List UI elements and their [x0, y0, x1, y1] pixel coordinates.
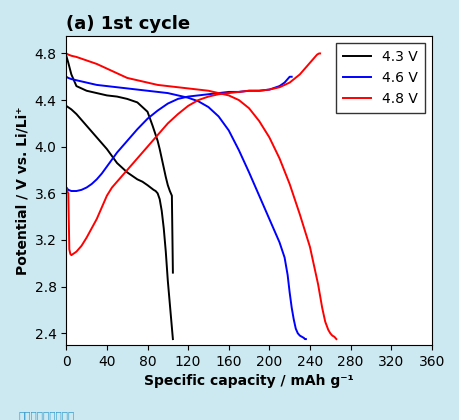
Text: (a) 1st cycle: (a) 1st cycle — [66, 15, 190, 33]
Y-axis label: Potential / V vs. Li/Li⁺: Potential / V vs. Li/Li⁺ — [15, 106, 29, 275]
X-axis label: Specific capacity / mAh g⁻¹: Specific capacity / mAh g⁻¹ — [144, 374, 353, 388]
Text: 图片来源见参考文献: 图片来源见参考文献 — [18, 410, 74, 420]
Legend: 4.3 V, 4.6 V, 4.8 V: 4.3 V, 4.6 V, 4.8 V — [336, 43, 424, 113]
